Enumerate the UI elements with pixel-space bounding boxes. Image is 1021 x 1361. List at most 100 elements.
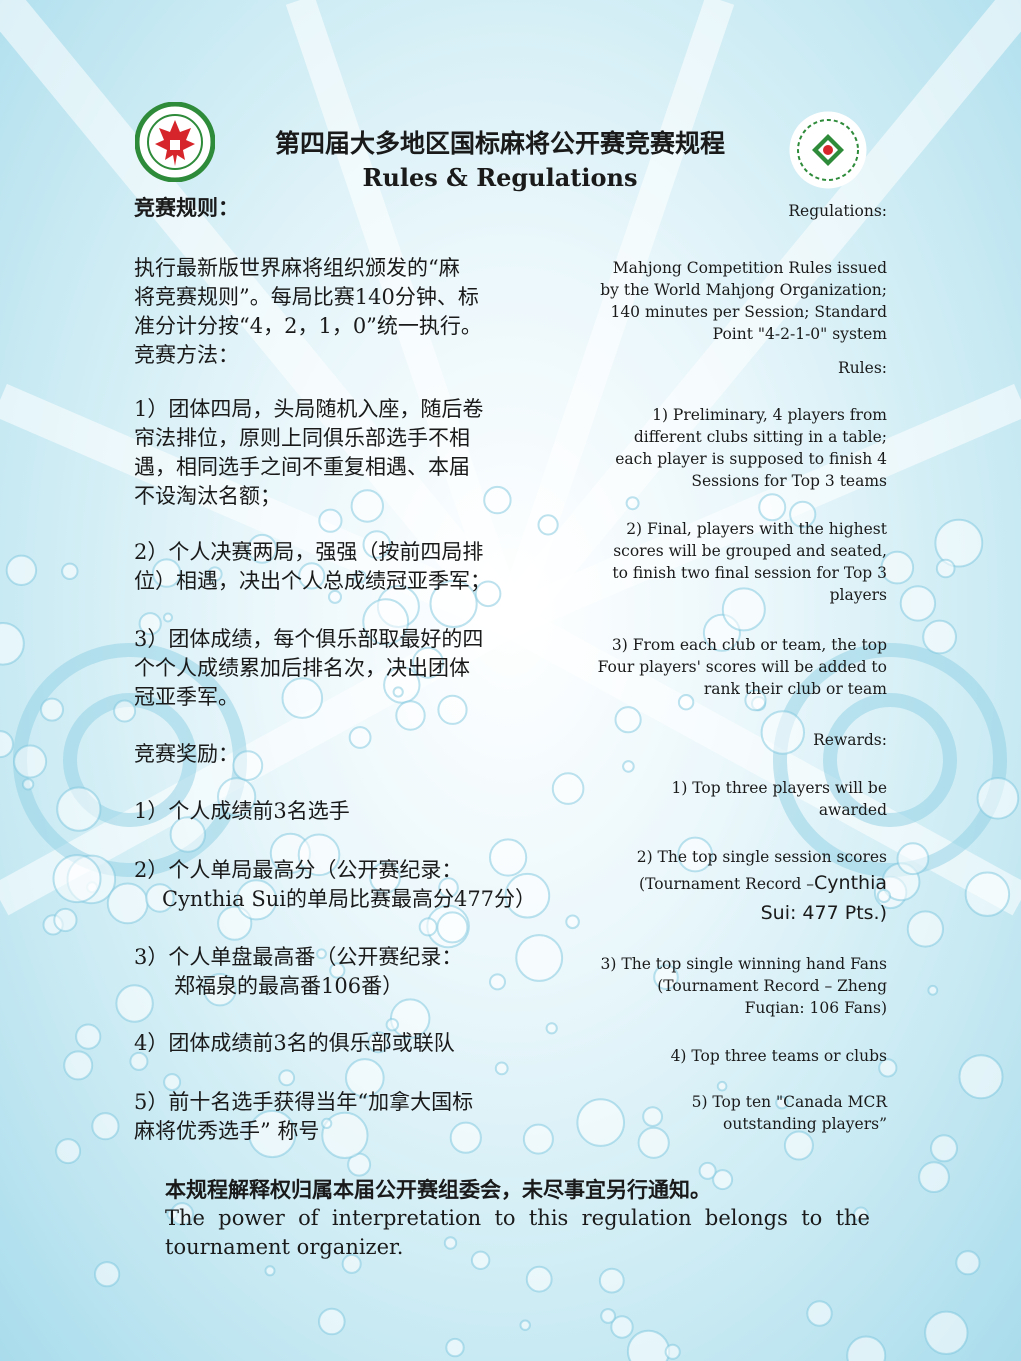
bubble-decoration — [248, 1109, 297, 1159]
bubble-decoration — [5, 554, 38, 586]
bubble-decoration — [565, 914, 580, 930]
bubble-decoration — [207, 566, 223, 582]
bubble-decoration — [537, 514, 559, 536]
bubble-decoration — [297, 833, 341, 877]
bubble-decoration — [677, 694, 695, 711]
bubble-decoration — [896, 842, 930, 876]
bubble-decoration — [522, 1123, 554, 1155]
bubble-decoration — [470, 1250, 491, 1271]
bubble-decoration — [318, 508, 343, 533]
bubble-decoration — [880, 550, 915, 585]
cn-line: 5）前十名选手获得当年“加拿大国标 — [134, 1090, 474, 1114]
bubble-decoration — [436, 911, 469, 944]
bubble-decoration — [716, 1080, 728, 1092]
cn-line: 遇，相同选手之间不重复相遇、本届 — [134, 455, 470, 479]
en-regulations-text: Mahjong Competition Rules issued by the … — [577, 257, 887, 345]
bubble-decoration — [151, 558, 182, 588]
title-chinese: 第四届大多地区国标麻将公开赛竞赛规程 — [274, 129, 725, 158]
bubble-decoration — [264, 1265, 276, 1277]
bubble-decoration — [924, 1310, 969, 1356]
cn-rules-line: 执行最新版世界麻将组织颁发的“麻 — [134, 256, 460, 280]
bubble-decoration — [169, 816, 207, 853]
cn-method-heading: 竞赛方法： — [134, 343, 239, 367]
bubble-decoration — [217, 777, 257, 817]
en-reward-4: 4) Top three teams or clubs — [670, 1047, 887, 1065]
bubble-decoration — [236, 879, 278, 921]
bubble-decoration — [610, 1315, 634, 1339]
bubble-decoration — [438, 877, 459, 898]
bubble-decoration — [964, 871, 1011, 917]
cn-line: 个个人成绩累加后排名次，决出团体 — [134, 656, 470, 680]
bubble-decoration — [614, 706, 642, 734]
bubble-decoration — [40, 697, 64, 722]
bubble-decoration — [437, 694, 468, 725]
bubble-decoration — [677, 836, 714, 873]
bubble-decoration — [55, 1138, 82, 1165]
bubble-decoration — [247, 533, 278, 564]
bubble-decoration — [412, 646, 444, 679]
bubble-decoration — [94, 1261, 121, 1288]
bubble-decoration — [353, 570, 367, 584]
en-text-large: Sui: 477 Pts.) — [760, 902, 887, 924]
cn-reward-5: 5）前十名选手获得当年“加拿大国标 麻将优秀选手” 称号 — [134, 1088, 473, 1146]
bubble-decoration — [385, 1017, 399, 1032]
bubble-decoration — [170, 1202, 195, 1226]
bubble-decoration — [906, 910, 945, 948]
en-line: 5) Top ten "Canada MCR — [691, 1093, 887, 1111]
bubble-decoration — [145, 883, 175, 913]
bubble-decoration — [362, 530, 392, 559]
bubble-decoration — [53, 907, 78, 933]
bubble-decoration — [600, 1308, 616, 1324]
bubble-decoration — [958, 1054, 1004, 1100]
bubble-decoration — [806, 1300, 833, 1327]
bubble-decoration — [489, 973, 506, 991]
bubble-decoration — [395, 700, 426, 731]
bubble-decoration — [853, 1206, 869, 1223]
bubble-decoration — [281, 677, 324, 719]
association-logo — [788, 110, 868, 190]
cn-line: 冠亚季军。 — [134, 685, 239, 709]
bubble-decoration — [298, 562, 326, 590]
bubble-decoration — [846, 1335, 887, 1361]
bubble-decoration — [515, 934, 564, 982]
en-rules-heading: Rules: — [838, 359, 887, 377]
bubble-decoration — [348, 726, 372, 749]
bubble-decoration — [483, 485, 512, 515]
cn-line: 2）个人决赛两局，强强（按前四局排 — [134, 540, 484, 564]
en-line: 140 minutes per Session; Standard — [610, 303, 887, 321]
bubble-decoration — [321, 1117, 333, 1130]
en-line: by the World Mahjong Organization; — [600, 281, 887, 299]
footer-english: The power of interpretation to this regu… — [165, 1206, 870, 1259]
tournament-logo — [134, 101, 216, 183]
bubble-decoration — [625, 496, 640, 511]
bubble-decoration — [976, 777, 1020, 820]
bubble-decoration — [712, 1169, 734, 1191]
en-reward-1: 1) Top three players will be awarded — [577, 777, 887, 821]
title-english: Rules & Regulations — [362, 163, 638, 192]
bubble-decoration — [576, 1098, 626, 1147]
bubble-decoration — [345, 1058, 385, 1098]
en-line: to finish two final session for Top 3 — [612, 564, 887, 582]
bubble-decoration — [489, 838, 528, 877]
cn-rules-heading: 竞赛规则： — [134, 195, 239, 220]
en-line: Point "4-2-1-0" system — [712, 325, 887, 343]
bubble-decoration — [129, 1051, 149, 1071]
bubble-decoration — [91, 1112, 120, 1141]
cn-line: 帘法排位，原则上同俱乐部选手不相 — [134, 426, 470, 450]
bubble-decoration — [0, 730, 14, 759]
bubble-decoration — [876, 888, 892, 904]
bubble-decoration — [955, 1250, 981, 1276]
bubble-decoration — [418, 917, 438, 937]
en-text: (Tournament Record – — [639, 875, 815, 893]
bubble-decoration — [598, 1267, 625, 1294]
bubble-decoration — [75, 1023, 102, 1050]
bubble-decoration — [721, 587, 766, 632]
bubble-decoration — [329, 962, 346, 979]
bubble-decoration — [429, 579, 478, 629]
en-reward-2: 2) The top single session scores (Tourna… — [577, 846, 887, 928]
cn-method-1: 1）团体四局，头局随机入座，随后卷 帘法排位，原则上同俱乐部选手不相 遇，相同选… — [134, 395, 483, 511]
bubble-decoration — [935, 558, 956, 579]
bubble-decoration — [899, 585, 937, 622]
en-rewards-heading: Rewards: — [813, 731, 887, 749]
